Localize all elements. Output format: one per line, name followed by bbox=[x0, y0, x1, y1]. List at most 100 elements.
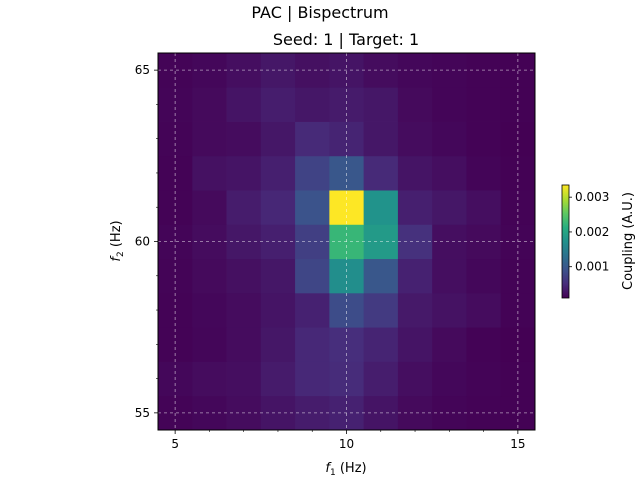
heatmap-cell bbox=[329, 327, 365, 362]
heatmap-cell bbox=[192, 155, 227, 191]
heatmap-cell bbox=[158, 190, 193, 225]
heatmap-cell bbox=[432, 87, 467, 122]
heatmap-cell bbox=[466, 327, 502, 362]
colorbar-label: Coupling (A.U.) bbox=[621, 192, 636, 290]
heatmap-cell bbox=[397, 395, 433, 431]
heatmap-cell bbox=[397, 121, 433, 157]
y-axis-label: f2 (Hz) bbox=[109, 220, 126, 261]
heatmap-cell bbox=[329, 190, 365, 225]
heatmap-cell bbox=[432, 292, 467, 328]
heatmap-cell bbox=[295, 361, 330, 397]
colorbar-tick-label: 0.002 bbox=[575, 225, 609, 239]
heatmap-cell bbox=[466, 121, 502, 157]
heatmap-cell bbox=[397, 224, 433, 260]
heatmap-cell bbox=[260, 327, 296, 362]
heatmap-cell bbox=[432, 395, 467, 431]
heatmap-cell bbox=[192, 327, 227, 362]
heatmap-cell bbox=[397, 327, 433, 362]
y-tick-label: 60 bbox=[135, 235, 150, 249]
heatmap-cell bbox=[363, 121, 399, 157]
heatmap-cell bbox=[500, 190, 536, 225]
heatmap-cell bbox=[192, 121, 227, 157]
heatmap-cell bbox=[363, 155, 399, 191]
heatmap-cell bbox=[226, 258, 262, 294]
heatmap-cell bbox=[466, 258, 502, 294]
heatmap-cell bbox=[158, 327, 193, 362]
heatmap-cell bbox=[397, 190, 433, 225]
heatmap-cell bbox=[226, 121, 262, 157]
heatmap-cell bbox=[158, 292, 193, 328]
heatmap-cell bbox=[432, 155, 467, 191]
heatmap-cell bbox=[192, 87, 227, 122]
heatmap-cell bbox=[397, 87, 433, 122]
heatmap-cell bbox=[466, 155, 502, 191]
heatmap-cell bbox=[500, 327, 536, 362]
heatmap-cell bbox=[158, 53, 193, 88]
heatmap-cell bbox=[432, 327, 467, 362]
heatmap-cell bbox=[295, 155, 330, 191]
colorbar-tick-label: 0.001 bbox=[575, 260, 609, 274]
heatmap-cell bbox=[500, 87, 536, 122]
heatmap-cell bbox=[329, 292, 365, 328]
heatmap-cell bbox=[192, 361, 227, 397]
heatmap-cell bbox=[363, 87, 399, 122]
grid-lines bbox=[158, 53, 535, 430]
heatmap-cell bbox=[295, 327, 330, 362]
heatmap-cell bbox=[363, 361, 399, 397]
heatmap-cell bbox=[260, 361, 296, 397]
heatmap-cell bbox=[466, 361, 502, 397]
heatmap-cell bbox=[226, 327, 262, 362]
heatmap-cell bbox=[260, 190, 296, 225]
heatmap-cell bbox=[226, 155, 262, 191]
heatmap-cell bbox=[432, 361, 467, 397]
heatmap-cell bbox=[192, 292, 227, 328]
heatmap-cell bbox=[192, 53, 227, 88]
y-tick-label: 65 bbox=[135, 63, 150, 77]
heatmap-cell bbox=[295, 258, 330, 294]
heatmap-cell bbox=[226, 292, 262, 328]
heatmap-cell bbox=[192, 190, 227, 225]
heatmap-cell bbox=[226, 190, 262, 225]
heatmap-cell bbox=[432, 224, 467, 260]
heatmap-cell bbox=[432, 121, 467, 157]
heatmap-cell bbox=[295, 87, 330, 122]
heatmap-cell bbox=[260, 87, 296, 122]
heatmap-cell bbox=[466, 87, 502, 122]
heatmap-cell bbox=[192, 224, 227, 260]
x-axis-label: f1 (Hz) bbox=[325, 461, 366, 478]
x-tick-label: 15 bbox=[510, 437, 525, 451]
chart-title: PAC | Bispectrum bbox=[251, 3, 388, 22]
y-tick-label: 55 bbox=[135, 406, 150, 420]
heatmap-cell bbox=[432, 190, 467, 225]
colorbar-tick-label: 0.003 bbox=[575, 190, 609, 204]
chart-subtitle: Seed: 1 | Target: 1 bbox=[273, 30, 419, 49]
heatmap-cell bbox=[466, 190, 502, 225]
heatmap-cell bbox=[363, 190, 399, 225]
heatmap-cell bbox=[295, 292, 330, 328]
heatmap-cell bbox=[397, 155, 433, 191]
heatmap-cell bbox=[397, 361, 433, 397]
heatmap-cell bbox=[226, 361, 262, 397]
heatmap-cell bbox=[363, 292, 399, 328]
heatmap-cell bbox=[295, 224, 330, 260]
heatmap-cell bbox=[500, 292, 536, 328]
heatmap-cell bbox=[192, 258, 227, 294]
heatmap-cell bbox=[295, 395, 330, 431]
heatmap-cell bbox=[363, 327, 399, 362]
heatmap-cell bbox=[363, 258, 399, 294]
colorbar bbox=[561, 184, 570, 299]
heatmap-cell bbox=[260, 121, 296, 157]
heatmap-cell bbox=[397, 292, 433, 328]
heatmap-cell bbox=[295, 190, 330, 225]
heatmap-cell bbox=[295, 121, 330, 157]
x-tick-label: 5 bbox=[171, 437, 179, 451]
heatmap-cell bbox=[260, 258, 296, 294]
heatmap-cell bbox=[329, 87, 365, 122]
colorbar-ticks: 0.001 0.002 0.003 bbox=[569, 190, 609, 274]
heatmap-cell bbox=[260, 292, 296, 328]
heatmap-cell bbox=[226, 87, 262, 122]
heatmap-cell bbox=[397, 53, 433, 88]
axis-ticks: 5 10 15 55 60 65 bbox=[135, 63, 526, 451]
heatmap-cell bbox=[158, 87, 193, 122]
